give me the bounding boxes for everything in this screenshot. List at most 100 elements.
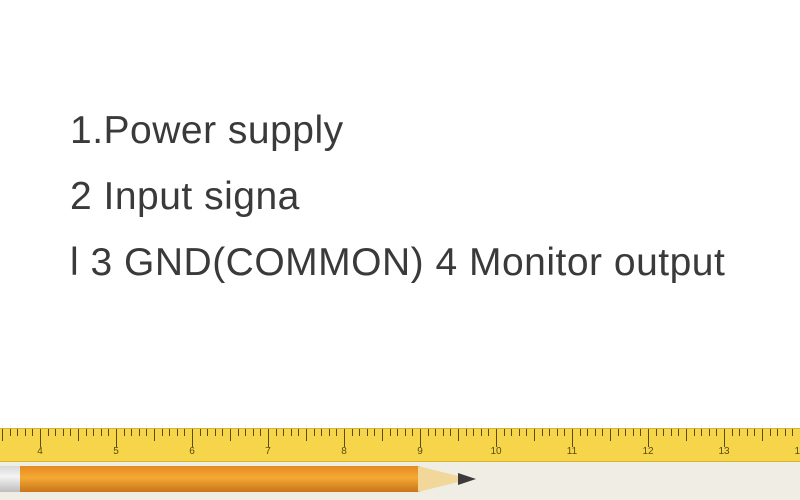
ruler-tick — [55, 429, 56, 436]
ruler-tick — [610, 429, 611, 441]
ruler-tick — [671, 429, 672, 436]
ruler-tick — [580, 429, 581, 436]
ruler-tick — [564, 429, 565, 436]
ruler-tick — [260, 429, 261, 436]
ruler-tick — [238, 429, 239, 436]
question-text: 1.Power supply 2 Input signa l 3 GND(COM… — [70, 98, 730, 296]
ruler-tick — [10, 429, 11, 436]
ruler-tick — [412, 429, 413, 436]
ruler-tick — [283, 429, 284, 436]
ruler-tick — [587, 429, 588, 436]
ruler-tick — [230, 429, 231, 441]
ruler-tick — [435, 429, 436, 436]
ruler-tick — [162, 429, 163, 436]
ruler-tick — [352, 429, 353, 436]
ruler-label: 4 — [37, 446, 43, 457]
ruler-tick-major — [116, 429, 117, 447]
ruler-tick — [245, 429, 246, 436]
ruler-tick — [534, 429, 535, 441]
ruler-tick — [694, 429, 695, 436]
ruler-tick — [374, 429, 375, 436]
ruler-label: 10 — [490, 446, 501, 457]
ruler-tick-major — [496, 429, 497, 447]
ruler-tick — [200, 429, 201, 436]
ruler-tick — [17, 429, 18, 436]
ruler-tick — [306, 429, 307, 441]
ruler-tick — [625, 429, 626, 436]
ruler-tick-major — [40, 429, 41, 447]
ruler-label: 5 — [113, 446, 119, 457]
ruler-tick — [488, 429, 489, 436]
ruler-tick — [2, 429, 3, 441]
ruler-tick — [329, 429, 330, 436]
ruler-tick — [602, 429, 603, 436]
ruler-tick-major — [192, 429, 193, 447]
ruler-tick — [458, 429, 459, 441]
ruler-tick — [640, 429, 641, 436]
ruler-tick — [663, 429, 664, 436]
ruler-tick — [169, 429, 170, 436]
ruler-tick — [25, 429, 26, 436]
ruler-tick — [557, 429, 558, 436]
ruler-tick — [466, 429, 467, 436]
ruler-tick — [428, 429, 429, 436]
ruler-tick — [291, 429, 292, 436]
ruler-tick — [739, 429, 740, 436]
ruler-tick — [314, 429, 315, 436]
paper-sheet: 1.Power supply 2 Input signa l 3 GND(COM… — [0, 0, 800, 430]
ruler-tick — [222, 429, 223, 436]
ruler-tick — [397, 429, 398, 436]
ruler: 4567891011121314 — [0, 428, 800, 462]
ruler-label: 8 — [341, 446, 347, 457]
ruler-tick — [93, 429, 94, 436]
ruler-tick — [321, 429, 322, 436]
ruler-tick — [526, 429, 527, 436]
ruler-tick-major — [420, 429, 421, 447]
ruler-label: 7 — [265, 446, 271, 457]
ruler-tick — [298, 429, 299, 436]
ruler-tick — [716, 429, 717, 436]
ruler-tick — [777, 429, 778, 436]
ruler-tick — [131, 429, 132, 436]
ruler-tick-major — [648, 429, 649, 447]
ruler-tick — [595, 429, 596, 436]
ruler-tick — [450, 429, 451, 436]
text-line-1: 1.Power supply — [70, 109, 344, 152]
ruler-tick — [146, 429, 147, 436]
ruler-tick — [139, 429, 140, 436]
ruler-tick — [754, 429, 755, 436]
ruler-tick — [549, 429, 550, 436]
pencil-lead — [458, 473, 476, 485]
ruler-tick — [686, 429, 687, 441]
ruler-tick — [709, 429, 710, 436]
pencil-body — [20, 466, 420, 492]
ruler-tick — [405, 429, 406, 436]
ruler-tick — [732, 429, 733, 436]
ruler-tick-major — [572, 429, 573, 447]
pencil-ferrule — [0, 466, 22, 492]
ruler-tick — [770, 429, 771, 436]
ruler-tick — [154, 429, 155, 441]
ruler-tick — [215, 429, 216, 436]
ruler-tick — [32, 429, 33, 436]
ruler-tick — [177, 429, 178, 436]
ruler-tick — [443, 429, 444, 436]
ruler-tick — [656, 429, 657, 436]
ruler-tick — [48, 429, 49, 436]
ruler-tick — [633, 429, 634, 436]
ruler-tick — [63, 429, 64, 436]
ruler-tick — [762, 429, 763, 441]
ruler-tick — [473, 429, 474, 436]
ruler-label: 14 — [794, 446, 800, 457]
ruler-tick — [276, 429, 277, 436]
ruler-tick — [504, 429, 505, 436]
ruler-tick — [390, 429, 391, 436]
ruler-label: 12 — [642, 446, 653, 457]
ruler-tick — [747, 429, 748, 436]
ruler-label: 13 — [718, 446, 729, 457]
ruler-tick — [367, 429, 368, 436]
ruler-tick — [184, 429, 185, 436]
ruler-tick — [253, 429, 254, 436]
ruler-tick — [359, 429, 360, 436]
ruler-label: 6 — [189, 446, 195, 457]
